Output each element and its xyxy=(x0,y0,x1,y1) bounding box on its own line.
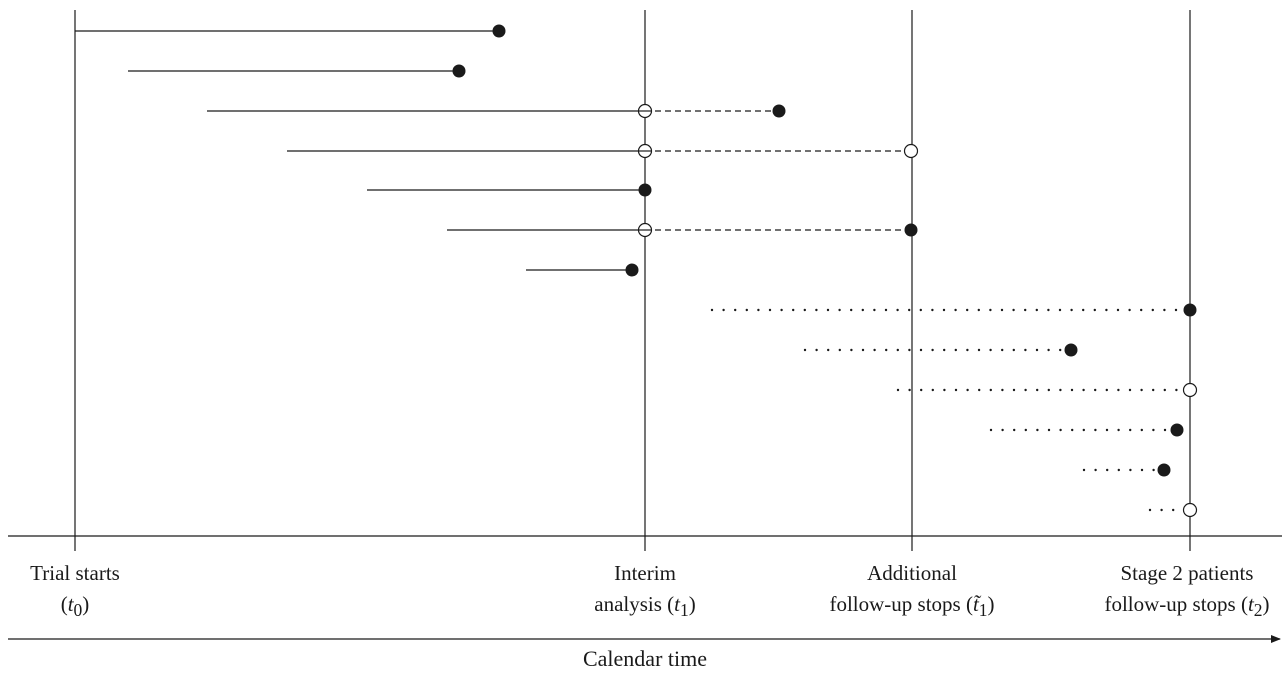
axis-title: Calendar time xyxy=(582,646,708,671)
label-additional-line1: Additional xyxy=(867,561,957,585)
patient-13-censored-marker xyxy=(1182,502,1198,518)
patient-5-event-marker xyxy=(638,183,652,197)
label-stage2-line2: follow-up stops (t2) xyxy=(1104,589,1269,626)
patient-lines xyxy=(75,30,1192,512)
label-trial-starts-var: t xyxy=(67,592,74,616)
patient-4-censored-marker xyxy=(903,143,919,159)
patient-7-event-marker xyxy=(625,263,639,277)
label-trial-starts-pre: ( xyxy=(60,592,68,616)
label-interim-sub: 1 xyxy=(680,600,689,621)
label-stage2-post: ) xyxy=(1262,592,1270,616)
label-interim-pre: analysis ( xyxy=(594,592,675,616)
label-trial-starts-line1: Trial starts xyxy=(30,561,120,585)
label-additional-follow-up: Additional follow-up stops (t̃1) xyxy=(829,558,994,626)
patient-markers xyxy=(452,24,1198,518)
label-trial-starts-sub: 0 xyxy=(73,600,83,621)
label-additional-post: ) xyxy=(987,592,995,616)
patient-11-event-marker xyxy=(1170,423,1184,437)
label-stage2-var: t xyxy=(1247,592,1254,616)
label-interim-post: ) xyxy=(688,592,696,616)
patient-1-event-marker xyxy=(492,24,506,38)
patient-9-event-marker xyxy=(1064,343,1078,357)
label-stage2-follow-up: Stage 2 patients follow-up stops (t2) xyxy=(1104,558,1269,626)
label-trial-starts: Trial starts (t0) xyxy=(30,558,120,626)
label-interim-var: t xyxy=(674,592,680,616)
label-additional-sub: 1 xyxy=(978,600,988,621)
milestone-lines xyxy=(74,10,1191,551)
label-trial-starts-line2: (t0) xyxy=(30,589,120,626)
label-interim-line1: Interim xyxy=(614,561,676,585)
label-trial-starts-post: ) xyxy=(82,592,90,616)
patient-10-censored-marker xyxy=(1182,382,1198,398)
label-stage2-line1: Stage 2 patients xyxy=(1120,561,1254,585)
label-interim-line2: analysis (t1) xyxy=(594,589,696,626)
patient-8-event-marker xyxy=(1183,303,1197,317)
label-interim-analysis: Interim analysis (t1) xyxy=(594,558,696,626)
label-stage2-sub: 2 xyxy=(1253,600,1263,621)
label-additional-var: t̃ xyxy=(972,592,979,616)
patient-12-event-marker xyxy=(1157,463,1171,477)
label-additional-line2: follow-up stops (t̃1) xyxy=(829,589,994,626)
label-stage2-pre: follow-up stops ( xyxy=(1104,592,1248,616)
patient-6-event-marker xyxy=(904,223,918,237)
patient-2-event-marker xyxy=(452,64,466,78)
label-additional-pre: follow-up stops ( xyxy=(829,592,973,616)
patient-3-event-marker xyxy=(772,104,786,118)
